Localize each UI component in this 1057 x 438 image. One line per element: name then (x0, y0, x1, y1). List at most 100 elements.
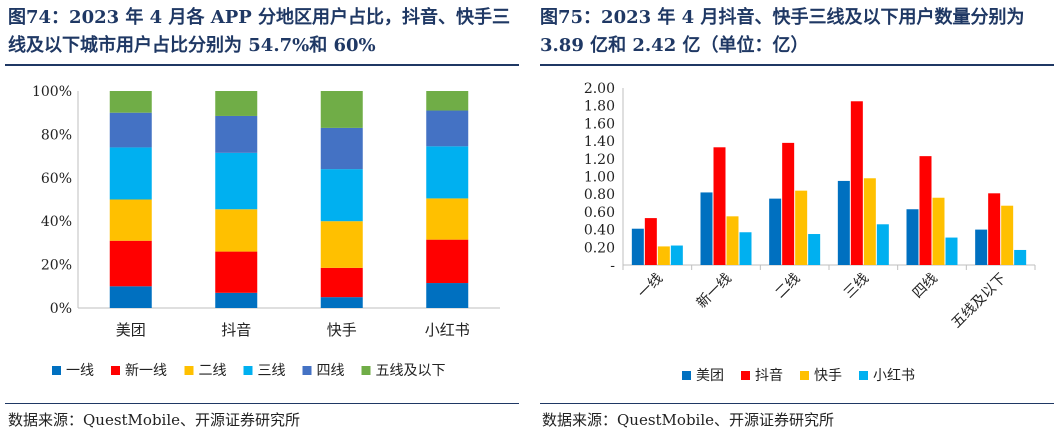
bar-4 (1014, 249, 1027, 265)
bar-1 (975, 229, 988, 265)
legend-label: 美团 (696, 368, 724, 384)
bar-3 (657, 246, 670, 265)
legend-label: 四线 (317, 363, 345, 379)
legend-label: 新一线 (125, 363, 167, 379)
bar-segment-2 (215, 251, 258, 293)
bar-segment-4 (109, 147, 152, 200)
x-category-label: 抖音 (221, 321, 251, 339)
bar-2 (988, 193, 1001, 265)
bar-2 (713, 147, 726, 265)
legend-swatch (741, 371, 750, 380)
left-footer-divider (5, 403, 519, 404)
left-title-divider (5, 64, 519, 66)
left-chart-title: 图74：2023 年 4 月各 APP 分地区用户占比，抖音、快手三线及以下城市… (8, 7, 511, 56)
y-tick-label: - (610, 258, 615, 274)
x-category-label: 三线 (841, 271, 872, 302)
bar-3 (726, 216, 739, 265)
x-category-label: 二线 (772, 271, 803, 302)
bar-2 (919, 156, 932, 265)
bar-segment-6 (426, 91, 469, 111)
bar-segment-6 (320, 91, 363, 128)
y-tick-label: 0.20 (584, 240, 615, 256)
bar-segment-5 (215, 115, 258, 153)
bar-3 (932, 197, 945, 265)
x-category-label: 小红书 (425, 321, 470, 339)
bar-segment-3 (426, 198, 469, 240)
legend-swatch (800, 371, 809, 380)
legend-label: 三线 (258, 363, 286, 379)
x-category-label: 快手 (327, 321, 357, 339)
bar-segment-5 (320, 127, 363, 170)
legend-swatch (243, 366, 253, 375)
bar-segment-3 (215, 209, 258, 252)
right-title-divider (540, 64, 1054, 66)
bar-segment-1 (215, 292, 258, 308)
bar-4 (739, 232, 752, 265)
bar-segment-6 (215, 91, 258, 116)
legend-label: 快手 (814, 368, 842, 384)
right-source-note: 数据来源：QuestMobile、开源证券研究所 (542, 411, 835, 429)
bar-segment-4 (426, 146, 469, 199)
bar-4 (945, 237, 958, 265)
y-tick-label: 100% (32, 84, 72, 100)
bar-1 (769, 198, 782, 265)
bar-segment-2 (109, 240, 152, 287)
legend-swatch (52, 366, 61, 375)
legend-label: 一线 (66, 363, 94, 379)
bar-segment-1 (109, 286, 152, 308)
y-tick-label: 60% (41, 171, 72, 187)
y-tick-label: 2.00 (584, 81, 615, 97)
bar-1 (700, 192, 713, 265)
bar-2 (782, 142, 795, 265)
bar-segment-5 (109, 112, 152, 148)
bar-segment-5 (426, 110, 469, 147)
bar-segment-2 (426, 239, 469, 284)
legend-label: 小红书 (873, 368, 915, 384)
x-category-label: 一线 (635, 271, 666, 302)
bar-3 (795, 190, 808, 265)
x-category-label: 五线及以下 (949, 271, 1010, 332)
bar-2 (850, 101, 863, 266)
x-category-label: 新一线 (694, 271, 735, 312)
bar-4 (670, 245, 683, 265)
x-category-label: 四线 (910, 271, 941, 302)
bar-segment-4 (215, 152, 258, 210)
y-tick-label: 1.00 (584, 170, 615, 186)
bar-segment-1 (320, 297, 363, 308)
bar-segment-3 (320, 221, 363, 268)
legend-swatch (184, 366, 194, 375)
legend-label: 抖音 (755, 367, 783, 384)
y-tick-label: 80% (41, 127, 72, 143)
bar-3 (1001, 205, 1014, 265)
y-tick-label: 1.20 (584, 152, 615, 168)
right-footer-divider (540, 403, 1054, 404)
y-tick-label: 1.60 (584, 116, 615, 132)
bar-segment-1 (426, 283, 469, 308)
legend-label: 五线及以下 (376, 363, 446, 379)
legend-swatch (302, 366, 312, 375)
x-category-label: 美团 (116, 321, 146, 339)
legend-swatch (682, 371, 691, 380)
y-tick-label: 0.40 (584, 223, 615, 239)
legend-swatch (111, 366, 120, 375)
bar-segment-3 (109, 199, 152, 241)
bar-segment-4 (320, 169, 363, 222)
legend-swatch (859, 371, 868, 380)
legend-swatch (361, 366, 371, 375)
bar-segment-2 (320, 267, 363, 298)
left-source-note: 数据来源：QuestMobile、开源证券研究所 (8, 411, 301, 429)
y-tick-label: 0% (50, 301, 72, 317)
bar-1 (837, 180, 850, 265)
bar-1 (906, 209, 919, 265)
bar-segment-6 (109, 91, 152, 113)
bar-2 (644, 218, 657, 265)
y-tick-label: 40% (41, 214, 72, 230)
y-tick-label: 20% (41, 258, 72, 274)
bar-4 (876, 224, 889, 265)
y-tick-label: 1.40 (584, 134, 615, 150)
right-chart-title: 图75：2023 年 4 月抖音、快手三线及以下用户数量分别为 3.89 亿和 … (540, 7, 1025, 56)
bar-1 (631, 228, 644, 265)
y-tick-label: 0.60 (584, 205, 615, 221)
legend-label: 二线 (199, 363, 227, 379)
